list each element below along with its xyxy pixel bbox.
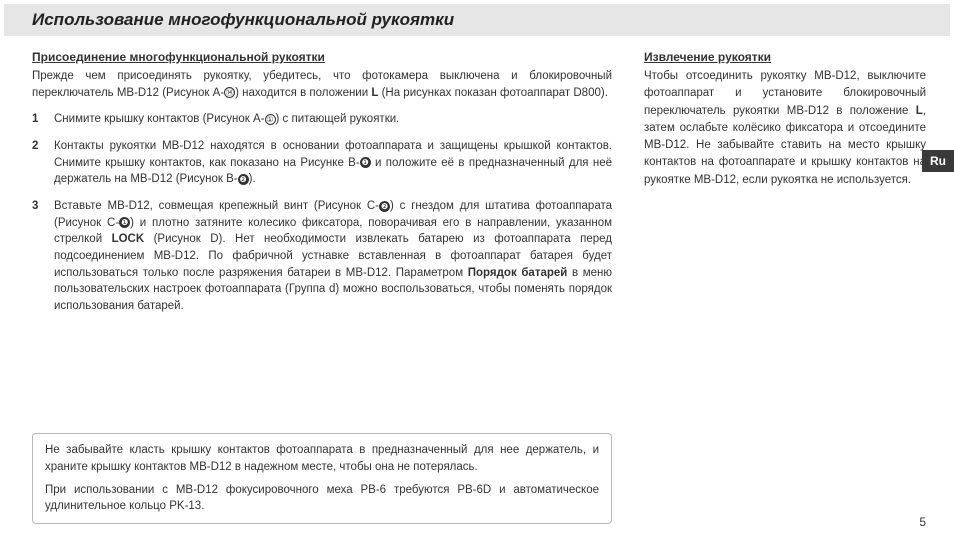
- section-title: Использование многофункциональной рукоят…: [32, 10, 922, 30]
- step-text: Вставьте MB-D12, совмещая крепежный винт…: [54, 198, 612, 315]
- content-columns: Присоединение многофункциональной рукоят…: [0, 36, 954, 325]
- step-number: 1: [32, 111, 44, 128]
- ref-icon: ❶: [360, 157, 371, 168]
- language-tab: Ru: [922, 150, 954, 172]
- note-p1: Не забывайте класть крышку контактов фот…: [45, 442, 599, 475]
- right-subhead: Извлечение рукоятки: [644, 50, 926, 64]
- left-column: Присоединение многофункциональной рукоят…: [32, 50, 612, 325]
- left-subhead: Присоединение многофункциональной рукоят…: [32, 50, 612, 64]
- step-3: 3 Вставьте MB-D12, совмещая крепежный ви…: [32, 198, 612, 315]
- ref-a14-icon: ⑭: [224, 87, 235, 98]
- step-number: 3: [32, 198, 44, 315]
- note-box: Не забывайте класть крышку контактов фот…: [32, 433, 612, 524]
- intro-paragraph: Прежде чем присоединять рукоятку, убедит…: [32, 68, 612, 101]
- ref-icon: ❷: [238, 174, 249, 185]
- step-number: 2: [32, 138, 44, 188]
- ref-icon: ❶: [119, 217, 130, 228]
- step-text: Снимите крышку контактов (Рисунок A-①) с…: [54, 111, 612, 128]
- step-text: Контакты рукоятки MB-D12 находятся в осн…: [54, 138, 612, 188]
- ref-icon: ❷: [379, 201, 390, 212]
- note-p2: При использовании с MB-D12 фокусировочно…: [45, 482, 599, 515]
- page-number: 5: [919, 515, 926, 529]
- section-title-bar: Использование многофункциональной рукоят…: [4, 4, 950, 36]
- right-paragraph: Чтобы отсоединить рукоятку MB-D12, выклю…: [644, 68, 926, 189]
- step-2: 2 Контакты рукоятки MB-D12 находятся в о…: [32, 138, 612, 188]
- step-1: 1 Снимите крышку контактов (Рисунок A-①)…: [32, 111, 612, 128]
- ref-icon: ①: [265, 114, 276, 125]
- right-column: Извлечение рукоятки Чтобы отсоединить ру…: [644, 50, 926, 325]
